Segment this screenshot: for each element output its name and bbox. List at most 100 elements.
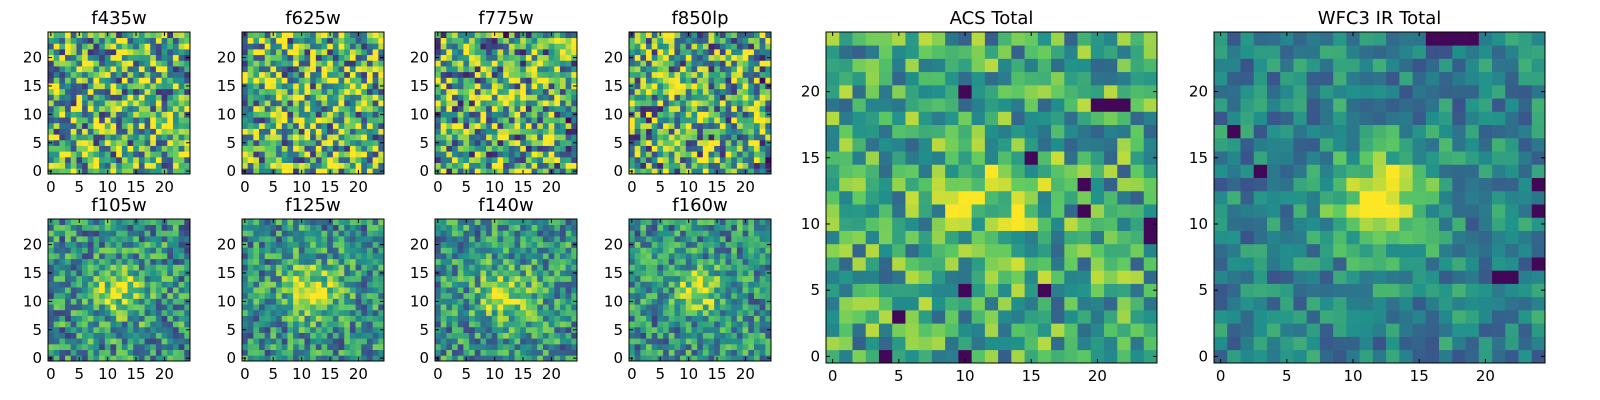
heatmap-cell <box>486 122 493 129</box>
heatmap-cell <box>697 349 704 356</box>
heatmap-cell <box>270 230 277 237</box>
heatmap-cell <box>537 258 544 265</box>
heatmap-cell <box>708 77 715 84</box>
heatmap-cell <box>697 332 704 339</box>
heatmap-cell <box>310 264 317 271</box>
heatmap-cell <box>355 162 362 169</box>
heatmap-cell <box>65 355 72 362</box>
heatmap-cell <box>565 71 572 78</box>
heatmap-cell <box>82 128 89 135</box>
heatmap-cell <box>366 60 373 67</box>
heatmap-cell <box>338 32 345 39</box>
heatmap-cell <box>452 219 459 226</box>
y-tick-label: 15 <box>217 264 236 282</box>
heatmap-cell <box>104 37 111 44</box>
heatmap-cell <box>765 309 772 316</box>
heatmap-cell <box>725 292 732 299</box>
heatmap-cell <box>338 88 345 95</box>
heatmap-cell <box>150 349 157 356</box>
heatmap-cell <box>634 326 641 333</box>
heatmap-cell <box>366 292 373 299</box>
heatmap-cell <box>270 287 277 294</box>
heatmap-cell <box>531 292 538 299</box>
heatmap-cell <box>361 241 368 248</box>
heatmap-cell <box>452 326 459 333</box>
heatmap-cell <box>178 111 185 118</box>
heatmap-cell <box>138 224 145 231</box>
heatmap-cell <box>554 281 561 288</box>
heatmap-cell <box>293 66 300 73</box>
heatmap-cell <box>338 156 345 163</box>
heatmap-cell <box>53 43 60 50</box>
heatmap-cell <box>247 304 254 311</box>
heatmap-cell <box>315 247 322 254</box>
heatmap-cell <box>133 54 140 61</box>
heatmap-cell <box>446 292 453 299</box>
heatmap-cell <box>474 49 481 56</box>
heatmap-cell <box>554 298 561 305</box>
heatmap-cell <box>361 60 368 67</box>
heatmap-cell <box>150 156 157 163</box>
heatmap-cell <box>332 77 339 84</box>
heatmap-cell <box>321 60 328 67</box>
heatmap-cell <box>537 219 544 226</box>
heatmap-cell <box>759 60 766 67</box>
heatmap-cell <box>65 275 72 282</box>
heatmap-cell <box>719 156 726 163</box>
heatmap-cell <box>53 258 60 265</box>
heatmap-cell <box>281 94 288 101</box>
heatmap-cell <box>321 134 328 141</box>
heatmap-cell <box>548 83 555 90</box>
heatmap-cell <box>765 43 772 50</box>
heatmap-cell <box>480 275 487 282</box>
heatmap-cell <box>270 241 277 248</box>
heatmap-cell <box>276 54 283 61</box>
heatmap-cell <box>247 270 254 277</box>
heatmap-cell <box>372 343 379 350</box>
heatmap-cell <box>48 332 55 339</box>
heatmap-cell <box>457 139 464 146</box>
heatmap-cell <box>127 219 134 226</box>
heatmap-cell <box>446 321 453 328</box>
heatmap-cell <box>355 100 362 107</box>
heatmap-cell <box>321 168 328 175</box>
heatmap-cell <box>452 224 459 231</box>
heatmap-cell <box>59 32 66 39</box>
heatmap-cell <box>127 37 134 44</box>
heatmap-cell <box>457 258 464 265</box>
heatmap-cell <box>640 281 647 288</box>
heatmap-cell <box>70 128 77 135</box>
heatmap-cell <box>463 83 470 90</box>
heatmap-cell <box>685 49 692 56</box>
heatmap-cell <box>259 241 266 248</box>
heatmap-cell <box>531 298 538 305</box>
heatmap-cell <box>469 343 476 350</box>
heatmap-cell <box>378 88 385 95</box>
heatmap-cell <box>668 326 675 333</box>
heatmap-cell <box>474 236 481 243</box>
heatmap-cell <box>82 117 89 124</box>
heatmap-cell <box>184 338 191 345</box>
heatmap-cell <box>554 253 561 260</box>
heatmap-cell <box>167 247 174 254</box>
heatmap-cell <box>640 145 647 152</box>
heatmap-cell <box>270 236 277 243</box>
heatmap-cell <box>270 117 277 124</box>
heatmap-cell <box>663 304 670 311</box>
heatmap-cell <box>554 287 561 294</box>
heatmap-cell <box>548 236 555 243</box>
heatmap-cell <box>571 117 578 124</box>
heatmap-cell <box>446 253 453 260</box>
heatmap-cell <box>121 275 128 282</box>
heatmap-cell <box>531 139 538 146</box>
heatmap-cell <box>668 49 675 56</box>
heatmap-cell <box>70 332 77 339</box>
heatmap-cell <box>242 253 249 260</box>
heatmap-cell <box>344 315 351 322</box>
x-tick-label: 15 <box>320 365 339 383</box>
heatmap-cell <box>446 298 453 305</box>
heatmap-cell <box>503 321 510 328</box>
heatmap-cell <box>150 304 157 311</box>
heatmap-cell <box>753 338 760 345</box>
heatmap-cell <box>82 338 89 345</box>
